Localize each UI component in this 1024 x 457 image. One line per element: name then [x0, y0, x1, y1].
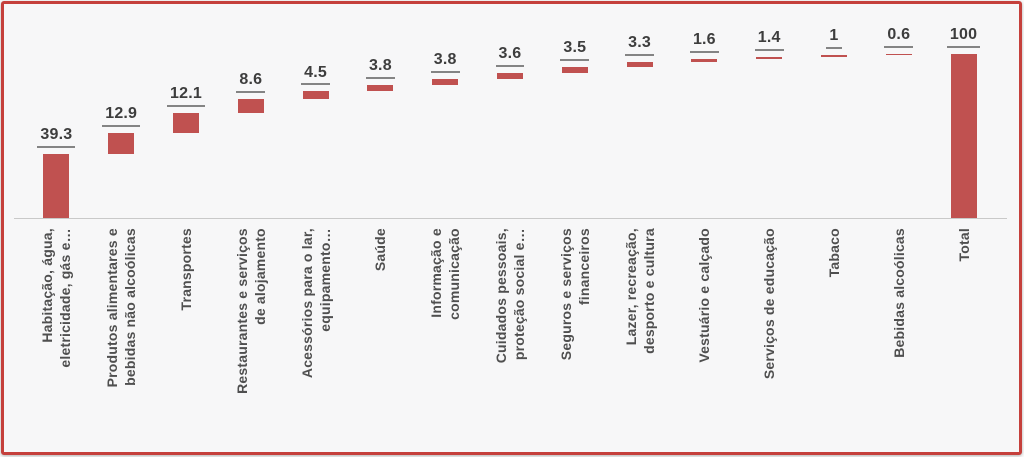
bar-segment	[367, 85, 394, 92]
value-label: 100	[946, 26, 981, 48]
waterfall-column: 3.3	[607, 4, 672, 219]
bar-segment	[237, 98, 264, 113]
category-axis-labels: Habitação, água, eletricidade, gás e… Pro…	[24, 221, 996, 453]
value-label: 1.4	[754, 29, 784, 51]
bar-segment	[820, 55, 847, 57]
value-label: 4.5	[301, 64, 330, 86]
value-label-wrap: 100	[911, 26, 1016, 48]
value-label: 12.1	[167, 85, 205, 107]
category-label-cell: Habitação, água, eletricidade, gás e…	[24, 221, 89, 453]
value-label-wrap: 3.8	[328, 57, 433, 80]
category-label: Transportes	[177, 228, 194, 311]
category-label-cell: Serviços de educação	[737, 221, 802, 453]
value-label: 8.6	[236, 71, 266, 93]
waterfall-column: 3.5	[542, 4, 607, 219]
category-label: Bebidas alcoólicas	[890, 228, 907, 358]
waterfall-column: 3.8	[413, 4, 478, 219]
value-label: 0.6	[884, 26, 914, 48]
category-label: Cuidados pessoais, proteção social e…	[492, 228, 527, 364]
category-label-cell: Cuidados pessoais, proteção social e…	[478, 221, 543, 453]
value-label-wrap: 1.6	[652, 31, 757, 53]
value-label-wrap: 4.5	[263, 64, 368, 86]
category-label-cell: Restaurantes e serviços de alojamento	[218, 221, 283, 453]
bar-segment	[172, 112, 199, 133]
category-label-cell: Total	[931, 221, 996, 453]
waterfall-column: 8.6	[218, 4, 283, 219]
bar-segment	[885, 54, 912, 55]
category-label: Habitação, água, eletricidade, gás e…	[39, 228, 74, 368]
bar-segment	[496, 72, 523, 79]
bar-segment	[756, 56, 783, 59]
waterfall-column: 12.9	[89, 4, 154, 219]
category-label: Total	[955, 228, 972, 262]
waterfall-column: 1.6	[672, 4, 737, 219]
value-label-wrap: 3.3	[587, 34, 692, 56]
value-label: 3.8	[365, 57, 395, 80]
waterfall-column: 100	[931, 4, 996, 219]
bar-segment	[108, 132, 135, 155]
category-label: Tabaco	[825, 228, 842, 278]
category-label-cell: Transportes	[154, 221, 219, 453]
category-label: Produtos alimentares e bebidas não alcoó…	[104, 228, 139, 388]
value-label-wrap: 3.6	[458, 45, 563, 67]
category-label-cell: Acessórios para o lar, equipamento…	[283, 221, 348, 453]
waterfall-column: 1	[802, 4, 867, 219]
category-label: Vestuário e calçado	[696, 228, 713, 363]
value-label-wrap: 8.6	[198, 71, 303, 93]
x-axis-line	[14, 218, 1007, 219]
value-label: 3.5	[560, 39, 590, 62]
bar-segment	[691, 58, 718, 62]
bar-segment	[302, 91, 329, 99]
category-label-cell: Bebidas alcoólicas	[866, 221, 931, 453]
bar-segment	[950, 54, 977, 219]
category-label-cell: Produtos alimentares e bebidas não alcoó…	[89, 221, 154, 453]
bars-row: 39.3 12.9 12.1 8.6 4.5 3.8 3.8 3.6 3.5 3.3 1.6 1.4 1…	[24, 4, 996, 219]
category-label: Seguros e serviços financeiros	[557, 228, 592, 360]
bar-segment	[561, 67, 588, 73]
value-label-wrap: 12.9	[69, 105, 174, 127]
bar-segment	[432, 78, 459, 86]
category-label: Saúde	[372, 228, 389, 272]
category-label: Acessórios para o lar, equipamento…	[298, 228, 333, 378]
value-label: 39.3	[37, 127, 76, 149]
value-label-wrap: 12.1	[134, 85, 239, 107]
value-label: 3.6	[495, 45, 525, 67]
category-label: Informação e comunicação	[428, 228, 463, 320]
waterfall-column: 39.3	[24, 4, 89, 219]
value-label-wrap: 3.8	[393, 51, 498, 73]
value-label: 1.6	[689, 31, 719, 53]
value-label-wrap: 39.3	[4, 126, 109, 149]
waterfall-column: 4.5	[283, 4, 348, 219]
waterfall-column: 0.6	[866, 4, 931, 219]
bar-segment	[43, 154, 70, 219]
value-label-wrap: 0.6	[846, 26, 951, 48]
value-label-wrap: 1	[782, 27, 887, 49]
value-label-wrap: 3.5	[522, 39, 627, 62]
value-label: 3.8	[430, 51, 460, 73]
category-label-cell: Tabaco	[802, 221, 867, 453]
bar-segment	[626, 61, 653, 68]
waterfall-column: 12.1	[154, 4, 219, 219]
waterfall-column: 3.6	[478, 4, 543, 219]
category-label-cell: Seguros e serviços financeiros	[542, 221, 607, 453]
value-label: 1	[826, 27, 842, 49]
waterfall-column: 1.4	[737, 4, 802, 219]
value-label: 3.3	[625, 34, 654, 56]
value-label-wrap: 1.4	[717, 29, 822, 51]
category-label-cell: Vestuário e calçado	[672, 221, 737, 453]
category-label-cell: Informação e comunicação	[413, 221, 478, 453]
category-label: Lazer, recreação, desporto e cultura	[622, 228, 657, 354]
value-label: 12.9	[102, 105, 141, 127]
category-label: Serviços de educação	[761, 228, 778, 380]
category-label: Restaurantes e serviços de alojamento	[233, 228, 268, 394]
waterfall-plot-area: 39.3 12.9 12.1 8.6 4.5 3.8 3.8 3.6 3.5 3.3 1.6 1.4 1…	[4, 4, 1019, 219]
waterfall-column: 3.8	[348, 4, 413, 219]
category-label-cell: Lazer, recreação, desporto e cultura	[607, 221, 672, 453]
category-label-cell: Saúde	[348, 221, 413, 453]
